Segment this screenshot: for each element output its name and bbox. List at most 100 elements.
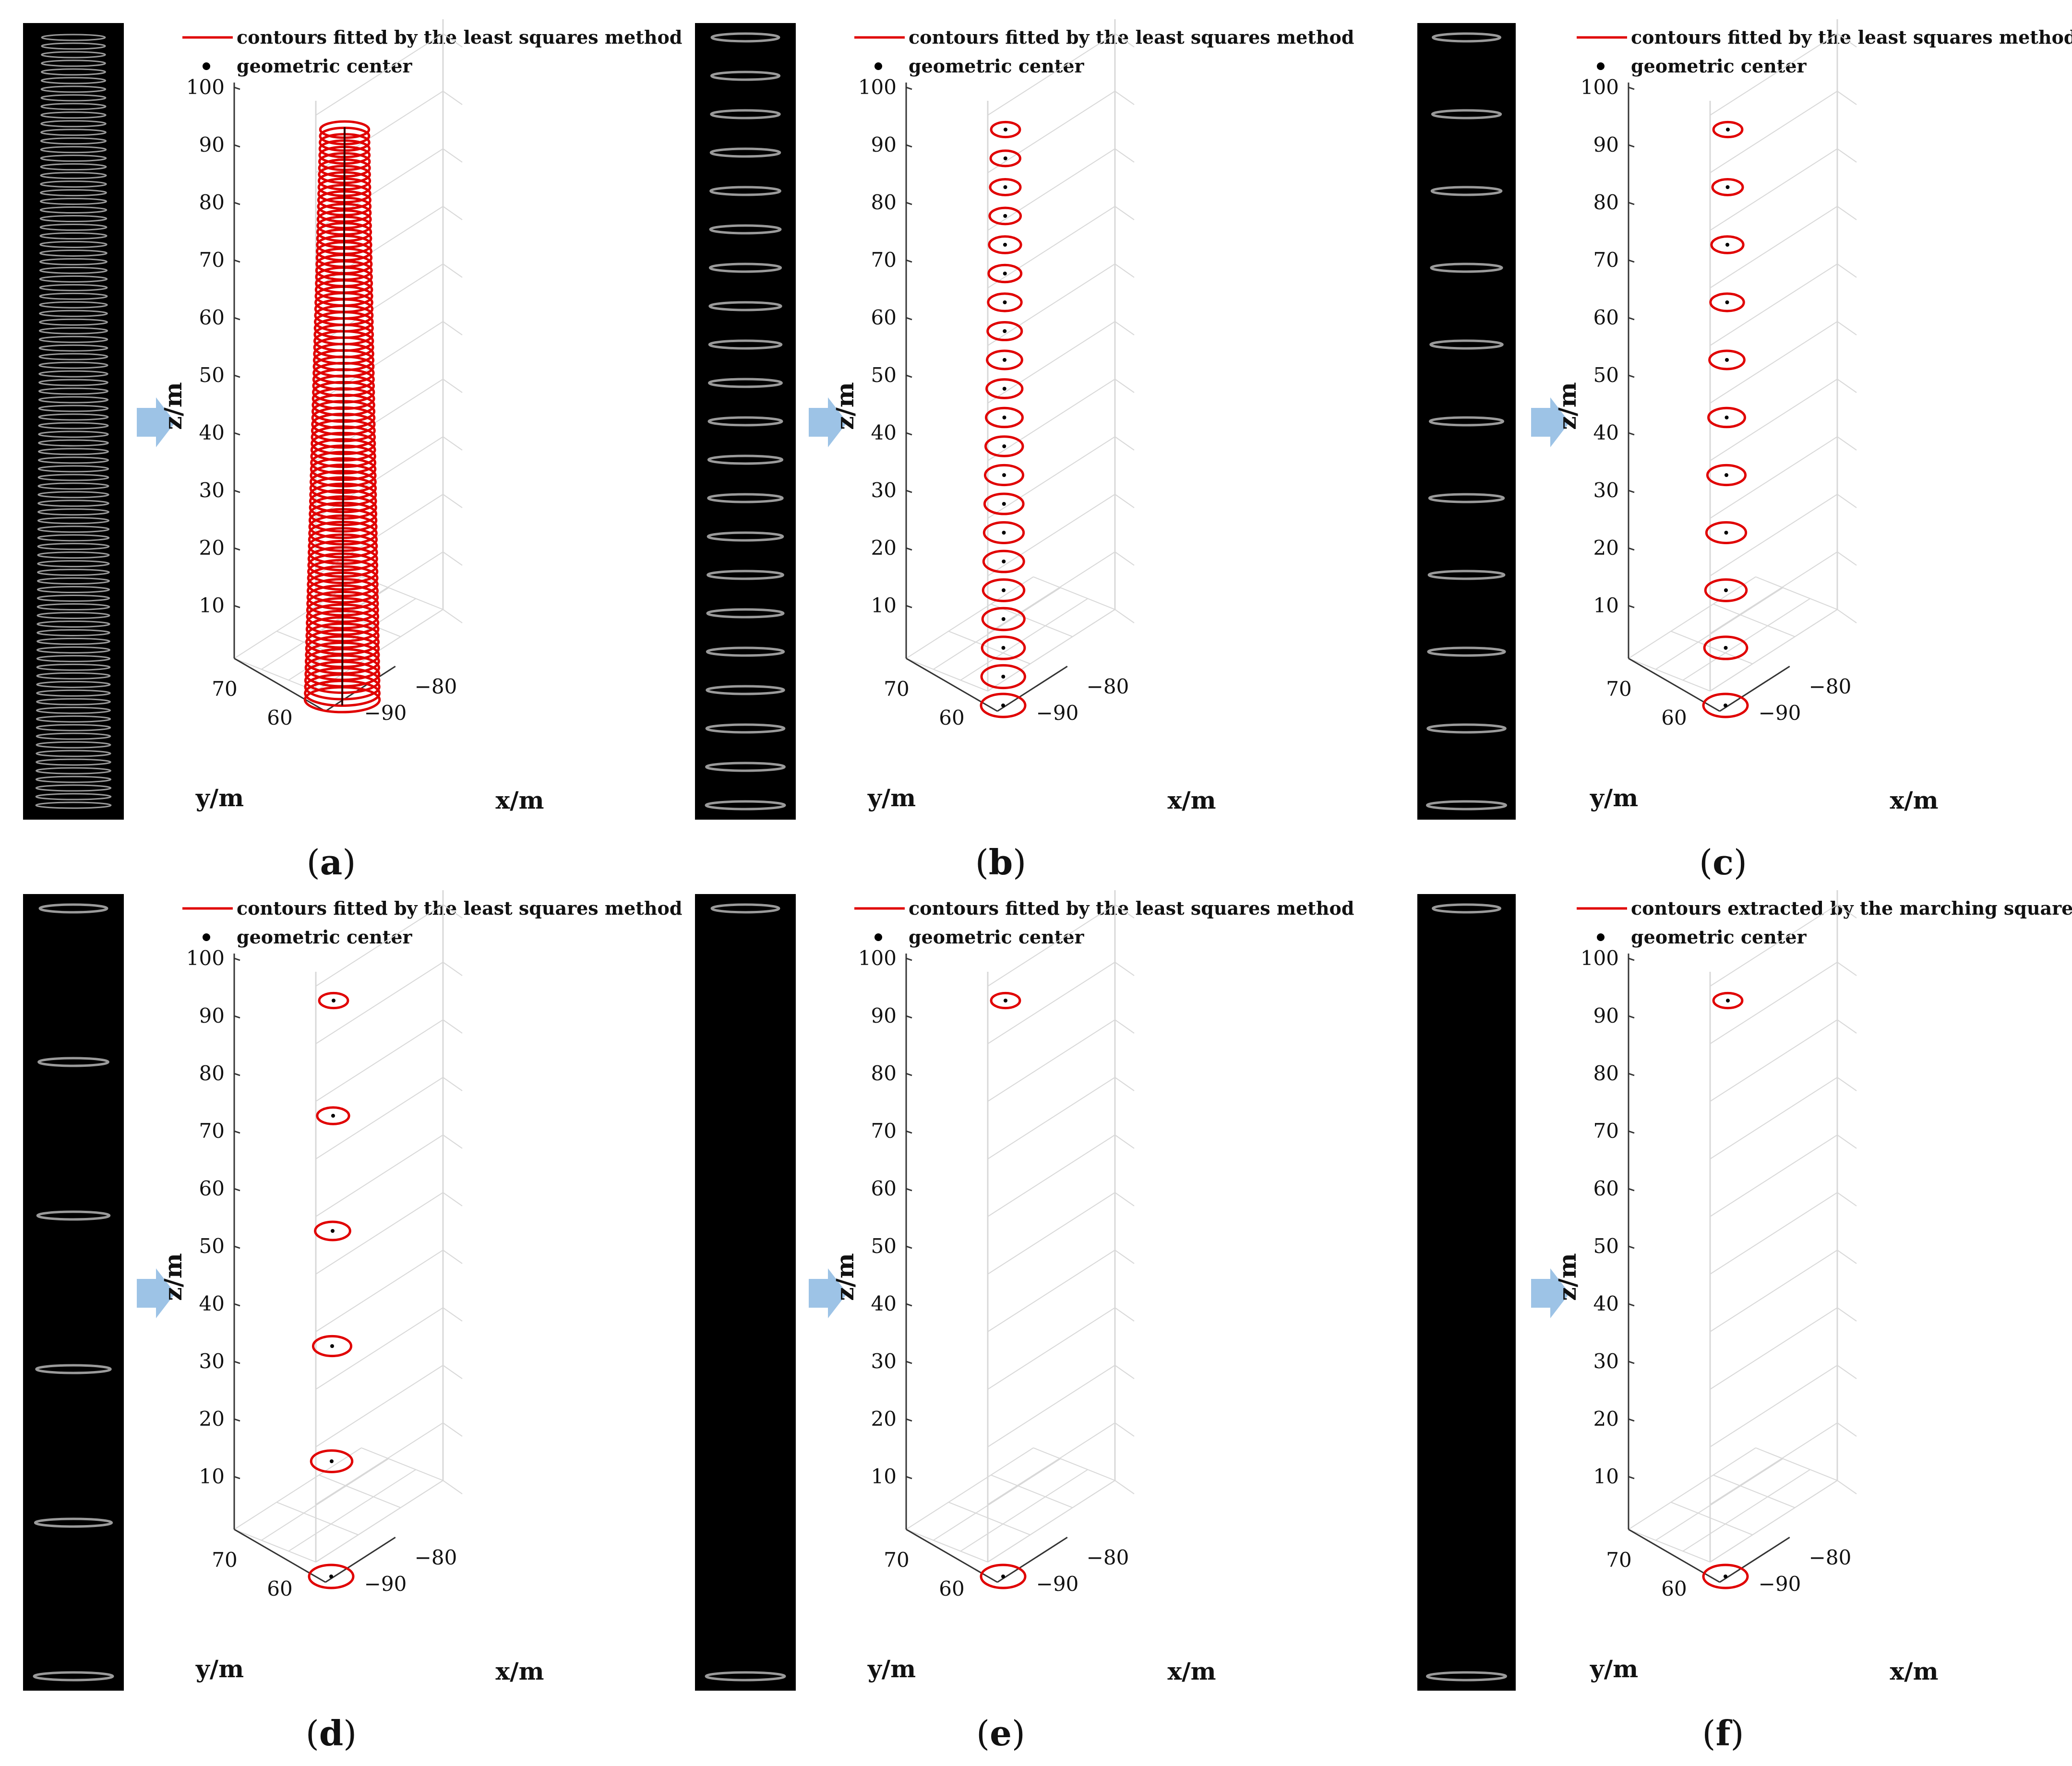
- gridline-x-plane: [1710, 1077, 1838, 1159]
- contour-ring: [987, 292, 1023, 312]
- thumbnail-ring: [41, 60, 106, 67]
- z-axis-label: z/m: [1553, 1253, 1581, 1301]
- gridline-x-plane: [987, 494, 1115, 576]
- contour-ring: [1703, 635, 1749, 660]
- y-axis-line: [906, 657, 998, 712]
- z-tick-label: 70: [871, 1119, 897, 1143]
- thumbnail-ring: [708, 301, 782, 311]
- floor-gridline: [960, 1469, 1088, 1552]
- panel-caption: (f): [1702, 1713, 1744, 1754]
- contour-ring: [1702, 1563, 1749, 1589]
- center-point: [1002, 444, 1006, 448]
- gridline-x-plane: [987, 436, 1115, 519]
- thumbnail-ring: [1432, 903, 1501, 914]
- panel-c: contours fitted by the least squares met…: [1417, 19, 2072, 883]
- center-point: [1001, 675, 1006, 679]
- contour-ring: [316, 1106, 350, 1125]
- thumbnail-ring: [37, 474, 109, 481]
- z-tick-label: 90: [871, 1004, 897, 1027]
- legend-line-label: contours extracted by the marching squar…: [1631, 897, 2072, 919]
- gridline-y-plane: [1114, 206, 1135, 220]
- gridline-y-plane: [443, 1134, 463, 1149]
- gridline-y-plane: [1114, 321, 1135, 335]
- center-point: [1002, 387, 1006, 391]
- legend-dot-swatch: [203, 933, 210, 941]
- thumbnail-ring: [40, 172, 107, 179]
- y-tick-label: 60: [939, 706, 964, 729]
- thumbnail-ring: [705, 800, 786, 811]
- contour-ring: [982, 521, 1025, 544]
- gridline-y-plane: [1837, 1422, 1857, 1437]
- thumbnail-ring: [40, 77, 107, 84]
- z-tick: [1628, 317, 1635, 321]
- thumbnail-ring: [36, 750, 111, 757]
- z-tick: [906, 1245, 912, 1249]
- z-tick: [906, 86, 912, 90]
- gridline-x-plane: [315, 1077, 443, 1159]
- contour-series: [980, 991, 1027, 1589]
- gridline-y-plane: [1837, 962, 1857, 976]
- gridline-y-plane: [443, 1077, 463, 1091]
- center-point: [1724, 588, 1728, 592]
- z-tick-label: 30: [871, 1349, 897, 1373]
- center-point: [1724, 531, 1728, 535]
- contour-ring: [988, 235, 1022, 254]
- floor-gridline: [261, 1458, 389, 1541]
- z-tick-label: 30: [1593, 478, 1619, 502]
- contour-ring: [1702, 692, 1749, 718]
- floor-gridline: [987, 1480, 1115, 1563]
- thumbnail-ring: [33, 1671, 114, 1682]
- floor-gridline: [1033, 576, 1115, 610]
- gridline-y-plane: [1114, 1365, 1135, 1379]
- thumbnail-ring: [40, 137, 107, 145]
- y-tick-label: 60: [1661, 706, 1687, 729]
- thumbnail-ring: [39, 240, 108, 248]
- gridline-y-plane: [443, 609, 463, 623]
- center-point: [331, 1114, 335, 1118]
- legend-dot-swatch: [1597, 933, 1605, 941]
- gridline-y-plane: [1837, 148, 1857, 163]
- z-tick-label: 30: [199, 478, 225, 502]
- thumbnail-ring: [36, 680, 111, 688]
- contour-ring: [985, 406, 1024, 429]
- floor-gridline: [1628, 658, 1711, 692]
- thumbnail-image: [23, 894, 124, 1691]
- gridline-x-plane: [1710, 1019, 1838, 1102]
- gridline-x-plane: [987, 33, 1115, 116]
- thumbnail-ring: [39, 318, 108, 326]
- legend-line-label: contours fitted by the least squares met…: [909, 26, 1354, 48]
- thumbnail-ring: [40, 103, 107, 110]
- z-tick-label: 10: [1593, 594, 1619, 617]
- thumbnail-ring: [37, 508, 109, 516]
- thumbnail-ring: [38, 379, 108, 386]
- gridline-y-plane: [1114, 1192, 1135, 1206]
- gridline-y-plane: [443, 962, 463, 976]
- x-tick-label: −90: [1759, 701, 1801, 725]
- gridline-y-plane: [1837, 551, 1857, 566]
- thumbnail-ring: [40, 146, 107, 154]
- center-point: [1725, 185, 1730, 189]
- z-tick-label: 60: [871, 1177, 897, 1200]
- thumbnail-ring: [39, 198, 108, 205]
- gridline-y-plane: [1837, 904, 1857, 919]
- contour-series: [303, 120, 381, 714]
- y-axis-line: [234, 657, 326, 712]
- y-tick-label: 60: [1661, 1577, 1687, 1600]
- gridline-y-plane: [443, 379, 463, 393]
- z-tick-label: 30: [871, 478, 897, 502]
- legend-dot-label: geometric center: [237, 55, 413, 77]
- z-tick: [234, 1130, 240, 1134]
- x-tick-label: −80: [1087, 675, 1129, 698]
- axes-3d: 10 20 30 40 50 60 70 80 90 100 70 60 −80 −90 z/m y/m x/m: [1553, 890, 1938, 1685]
- gridline-y-plane: [1114, 962, 1135, 976]
- z-tick-label: 90: [199, 133, 225, 156]
- legend-line-label: contours fitted by the least squares met…: [909, 897, 1354, 919]
- contour-ring: [1707, 406, 1746, 429]
- z-tick-label: 40: [871, 421, 897, 444]
- z-tick-label: 20: [199, 536, 225, 560]
- contour-ring: [981, 635, 1026, 660]
- thumbnail-ring: [36, 715, 111, 723]
- center-point: [1724, 1575, 1727, 1578]
- gridline-y-plane: [1837, 436, 1857, 451]
